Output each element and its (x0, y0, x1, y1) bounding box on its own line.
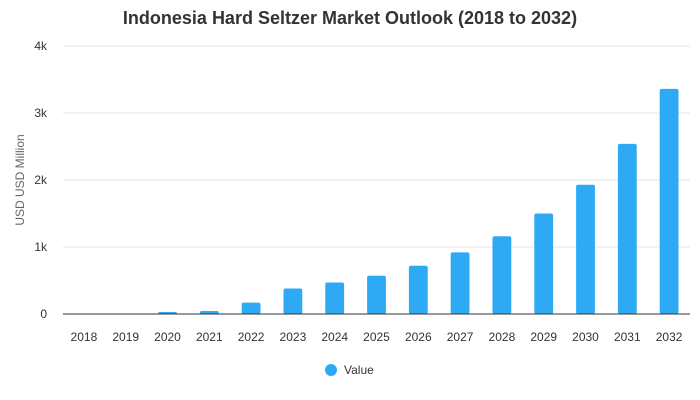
bar-2027[interactable] (450, 252, 470, 314)
bar-2030[interactable] (576, 184, 595, 314)
y-tick-label: 2k (34, 173, 48, 187)
x-axis-ticks: 2018 2019 2020 2021 2022 2023 2024 2025 2026 2027… (71, 330, 683, 344)
x-tick-label: 2027 (447, 330, 474, 344)
y-axis-ticks: 0 1k 2k 3k 4k (34, 39, 48, 321)
y-tick-label: 4k (34, 39, 48, 53)
x-tick-label: 2026 (405, 330, 432, 344)
y-tick-label: 0 (40, 307, 47, 321)
x-tick-label: 2025 (363, 330, 390, 344)
bar-2023[interactable] (283, 288, 303, 314)
x-tick-label: 2032 (656, 330, 683, 344)
bar-2024[interactable] (325, 282, 345, 314)
bar-2025[interactable] (367, 275, 386, 314)
x-tick-label: 2023 (280, 330, 307, 344)
legend[interactable]: Value (325, 363, 374, 377)
x-tick-label: 2022 (238, 330, 265, 344)
x-tick-label: 2031 (614, 330, 641, 344)
x-tick-label: 2019 (112, 330, 139, 344)
grid-lines (63, 45, 690, 248)
bar-2029[interactable] (534, 213, 554, 315)
x-tick-label: 2029 (530, 330, 557, 344)
bar-2028[interactable] (492, 236, 512, 314)
chart-title: Indonesia Hard Seltzer Market Outlook (2… (123, 8, 577, 28)
legend-marker (325, 364, 337, 376)
x-tick-label: 2021 (196, 330, 223, 344)
x-tick-label: 2024 (321, 330, 348, 344)
bar-2020[interactable] (158, 311, 177, 314)
y-tick-label: 1k (34, 240, 48, 254)
bar-2021[interactable] (199, 310, 219, 314)
bar-2031[interactable] (617, 143, 637, 314)
y-tick-label: 3k (34, 106, 48, 120)
y-axis-label: USD USD Million (13, 134, 27, 225)
bars (74, 88, 679, 315)
x-tick-label: 2028 (489, 330, 516, 344)
bar-2032[interactable] (659, 88, 679, 314)
x-tick-label: 2020 (154, 330, 181, 344)
x-tick-label: 2018 (71, 330, 98, 344)
bar-2022[interactable] (241, 302, 261, 314)
bar-2026[interactable] (408, 265, 428, 314)
legend-label: Value (344, 363, 374, 377)
x-tick-label: 2030 (572, 330, 599, 344)
